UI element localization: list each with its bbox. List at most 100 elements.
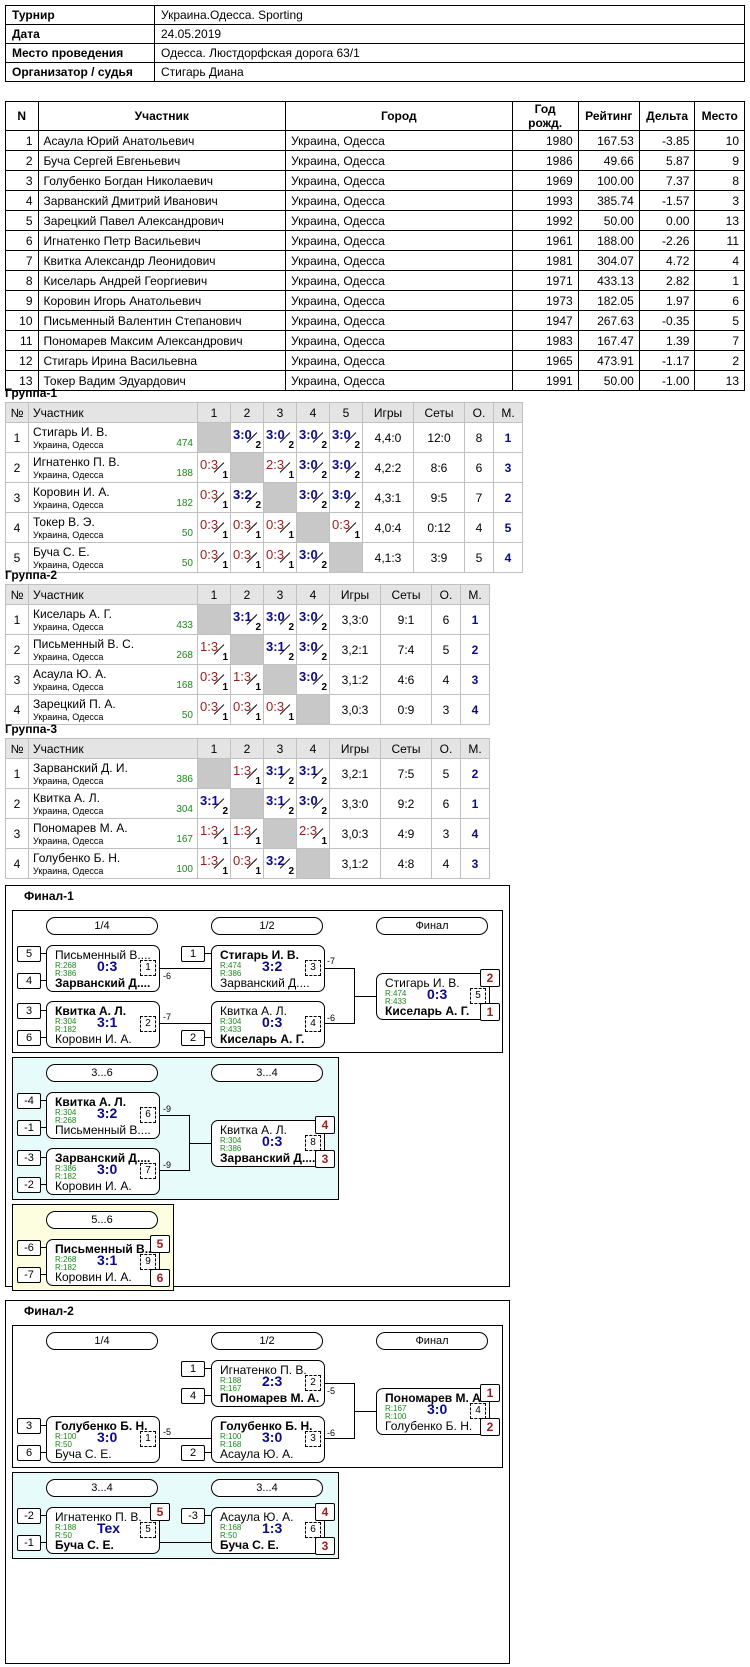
match-player-1: Пономарев М. А. bbox=[385, 1391, 485, 1405]
group-row: 4 Токер В. Э. Украина, Одесса 50 0:3 1 0:3 1 0:3… bbox=[5, 512, 523, 543]
match-player-1: Зарванский Д.... bbox=[55, 1151, 151, 1165]
participant-row: 6 Игнатенко Петр Васильевич Украина, Одесс… bbox=[5, 230, 745, 251]
participant-row: 3 Голубенко Богдан Николаевич Украина, Оде… bbox=[5, 170, 745, 191]
match-score: 3:0 bbox=[299, 669, 318, 684]
group-place: 4 bbox=[493, 542, 523, 573]
participant-cell: -0.35 bbox=[638, 310, 696, 331]
match-card[interactable]: Игнатенко П. В. R:188 R:167 2:3 2 Пономарев М… bbox=[211, 1360, 325, 1407]
group-games: 3,0:3 bbox=[329, 818, 381, 849]
match-card[interactable]: Письменный В.... R:268 R:386 0:3 1 Зарванский… bbox=[46, 945, 160, 992]
match-card[interactable]: Стигарь И. В. R:474 R:433 0:3 5 Киселарь А. Г… bbox=[376, 973, 490, 1020]
bracket-line bbox=[324, 968, 354, 969]
group-col-opponent: 3 bbox=[263, 738, 297, 759]
match-card[interactable]: Пономарев М. А. R:167 R:100 3:0 4 Голубенко Б… bbox=[376, 1388, 490, 1435]
match-result-cell: 3:1 2 bbox=[197, 788, 231, 819]
group-col-games: Игры bbox=[362, 402, 414, 423]
group-player-rating: 50 bbox=[181, 558, 193, 569]
group-player-rating: 100 bbox=[176, 864, 193, 875]
match-player-1: Стигарь И. В. bbox=[385, 976, 460, 990]
group-col-sets: Сеты bbox=[380, 584, 432, 605]
self-cell bbox=[230, 788, 264, 819]
match-card[interactable]: Письменный В.... R:268 R:182 3:1 9 Коровин И.… bbox=[46, 1239, 160, 1286]
match-player-2: Буча С. Е. bbox=[55, 1447, 112, 1461]
match-result-cell: 3:0 2 bbox=[263, 422, 297, 453]
participant-cell: 11 bbox=[5, 330, 39, 351]
match-card[interactable]: Квитка А. Л. R:304 R:386 0:3 8 Зарванский Д..… bbox=[211, 1120, 325, 1167]
group-col-opponent: 2 bbox=[230, 584, 264, 605]
group-player-name: Зарецкий П. А. bbox=[33, 697, 116, 711]
match-player-1: Квитка А. Л. bbox=[55, 1095, 127, 1109]
match-points: 1 bbox=[222, 470, 228, 481]
info-row: Место проведения Одесса. Люстдорфская дор… bbox=[5, 43, 745, 63]
group-player-city: Украина, Одесса bbox=[33, 866, 104, 876]
group-row: 1 Стигарь И. В. Украина, Одесса 474 3:0 2 3:0 2… bbox=[5, 422, 523, 453]
match-score: 0:3 bbox=[233, 517, 252, 532]
match-rating-1: R:167 bbox=[385, 1404, 407, 1413]
match-result-cell: 0:3 1 bbox=[197, 694, 231, 725]
info-key: Место проведения bbox=[5, 43, 155, 63]
match-number: 3 bbox=[305, 960, 321, 976]
participant-cell: 167.47 bbox=[577, 330, 640, 351]
participant-cell: 1991 bbox=[511, 370, 579, 391]
match-card[interactable]: Асаула Ю. А. R:168 R:50 1:3 6 Буча С. Е. bbox=[211, 1507, 325, 1554]
group-header: № Участник 1 2 3 4 5 Игры Сеты О. М. bbox=[5, 402, 523, 423]
match-card[interactable]: Стигарь И. В. R:474 R:386 3:2 3 Зарванский Д.… bbox=[211, 945, 325, 992]
round-label: 1/2 bbox=[211, 917, 323, 935]
group-player-name: Пономарев М. А. bbox=[33, 821, 128, 835]
final-1-3-6-bracket: 3...6 3...4 -9 -9 -4 -1 -3 -2 Квитка А. … bbox=[12, 1057, 339, 1200]
group-col-place: М. bbox=[460, 584, 490, 605]
seed-box: -1 bbox=[17, 1535, 41, 1551]
match-score: 0:3 bbox=[200, 699, 219, 714]
match-card[interactable]: Квитка А. Л. R:304 R:268 3:2 6 Письменный В..… bbox=[46, 1092, 160, 1139]
participant-cell: 1961 bbox=[511, 230, 579, 251]
match-card[interactable]: Игнатенко П. В. R:188 R:50 Tex 5 Буча С. Е. bbox=[46, 1507, 160, 1554]
group-player-city: Украина, Одесса bbox=[33, 560, 104, 570]
participant-cell: Украина, Одесса bbox=[285, 310, 513, 331]
group-col-name: Участник bbox=[28, 738, 198, 759]
bracket-line bbox=[205, 1037, 211, 1038]
group-row: 3 Пономарев М. А. Украина, Одесса 167 1:3 1 1:… bbox=[5, 818, 490, 849]
group-row: 1 Киселарь А. Г. Украина, Одесса 433 3:1 2 3:0… bbox=[5, 604, 490, 635]
match-result-cell: 3:2 2 bbox=[263, 848, 297, 879]
match-result-cell: 0:3 1 bbox=[197, 664, 231, 695]
match-points: 2 bbox=[354, 440, 360, 451]
group-player-no: 1 bbox=[5, 758, 29, 789]
match-points: 1 bbox=[288, 530, 294, 541]
final-2-3-4-bracket: 3...4 3...4 -2 -1 -3 Игнатенко П. В. R:18… bbox=[12, 1472, 339, 1559]
participant-cell: -3.85 bbox=[638, 130, 696, 151]
match-card[interactable]: Квитка А. Л. R:304 R:433 0:3 4 Киселарь А. Г. bbox=[211, 1001, 325, 1048]
match-card[interactable]: Голубенко Б. Н. R:100 R:50 3:0 1 Буча С. Е. bbox=[46, 1416, 160, 1463]
match-rating-1: R:304 bbox=[55, 1017, 77, 1026]
participant-cell: 167.53 bbox=[577, 130, 640, 151]
match-points: 1 bbox=[222, 500, 228, 511]
match-card[interactable]: Зарванский Д.... R:386 R:182 3:0 7 Коровин И.… bbox=[46, 1148, 160, 1195]
participant-cell: Украина, Одесса bbox=[285, 150, 513, 171]
round-label: 3...4 bbox=[211, 1479, 323, 1497]
match-player-2: Буча С. Е. bbox=[55, 1538, 114, 1552]
group-player-city: Украина, Одесса bbox=[33, 682, 104, 692]
match-points: 2 bbox=[321, 560, 327, 571]
info-key: Организатор / судья bbox=[5, 62, 155, 82]
match-points: 2 bbox=[321, 470, 327, 481]
info-row: Турнир Украина.Одесса. Sporting bbox=[5, 5, 745, 25]
seed-box: -3 bbox=[181, 1508, 205, 1524]
participant-cell: 9 bbox=[5, 290, 39, 311]
participant-cell: 50.00 bbox=[577, 210, 640, 231]
final-1-box: Финал-1 1/4 1/2 Финал -6 -7 -7 -6 5 4 3 … bbox=[5, 885, 510, 1291]
group-player: Квитка А. Л. Украина, Одесса 304 bbox=[28, 788, 198, 819]
match-score: 3:1 bbox=[266, 763, 285, 778]
match-score: 3:0 bbox=[332, 487, 351, 502]
match-result-cell: 1:3 1 bbox=[197, 634, 231, 665]
group-sets: 0:12 bbox=[413, 512, 465, 543]
group-sets: 8:6 bbox=[413, 452, 465, 483]
seed-box: 3 bbox=[17, 1003, 41, 1019]
participant-cell: Украина, Одесса bbox=[285, 270, 513, 291]
group-col-sets: Сеты bbox=[380, 738, 432, 759]
match-card[interactable]: Голубенко Б. Н. R:100 R:168 3:0 3 Асаула Ю. А… bbox=[211, 1416, 325, 1463]
match-score: 2:3 bbox=[262, 1373, 283, 1389]
group-games: 3,0:3 bbox=[329, 694, 381, 725]
group-row: 4 Зарецкий П. А. Украина, Одесса 50 0:3 1 0:3 1… bbox=[5, 694, 490, 725]
seed-box: 1 bbox=[181, 1361, 205, 1377]
group-games: 3,3:0 bbox=[329, 788, 381, 819]
match-card[interactable]: Квитка А. Л. R:304 R:182 3:1 2 Коровин И. А. bbox=[46, 1001, 160, 1048]
